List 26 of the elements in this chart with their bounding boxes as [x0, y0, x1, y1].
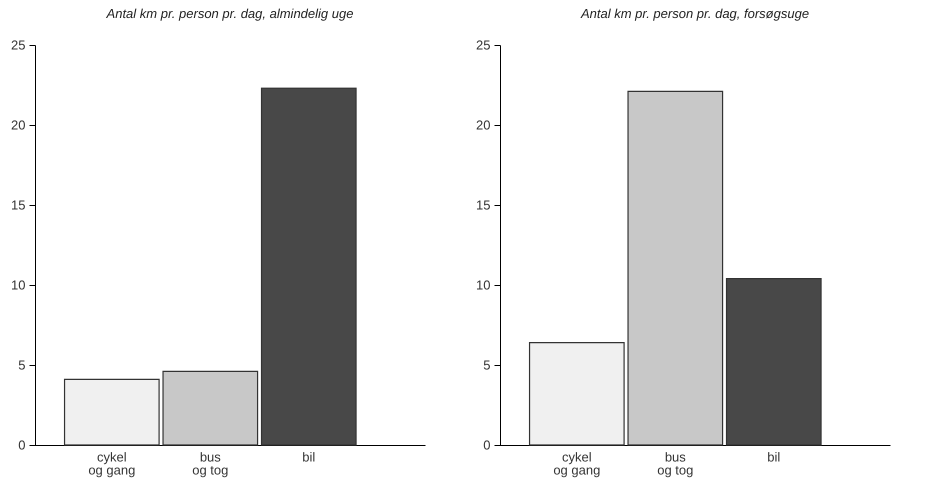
y-tick-label: 20 — [476, 118, 490, 132]
x-tick-label: bil — [302, 450, 316, 464]
y-tick-label: 5 — [483, 358, 490, 372]
y-tick-label: 10 — [11, 278, 26, 292]
chart-title: Antal km pr. person pr. dag, forsøgsuge — [580, 6, 810, 21]
bar — [162, 370, 258, 446]
y-tick-label: 15 — [11, 198, 26, 212]
x-tick-label: bil — [767, 450, 780, 464]
x-tick-label: cykel og gang — [553, 450, 600, 478]
y-tick-label: 15 — [476, 198, 490, 212]
x-tick-label: cykel og gang — [88, 450, 136, 478]
x-tick-label: bus og tog — [657, 450, 694, 478]
x-tick-label: bus og tog — [192, 450, 228, 478]
chart-title: Antal km pr. person pr. dag, almindelig uge — [106, 6, 354, 21]
bar — [726, 278, 822, 446]
y-tick-label: 25 — [476, 38, 490, 52]
y-tick-label: 5 — [18, 358, 26, 372]
bar — [528, 342, 625, 446]
bar — [64, 378, 160, 446]
y-tick-label: 0 — [18, 438, 26, 452]
bar — [627, 90, 724, 446]
y-tick-label: 0 — [483, 438, 490, 452]
y-tick-label: 20 — [11, 118, 26, 132]
bar — [260, 88, 357, 446]
y-tick-label: 10 — [476, 278, 490, 292]
y-tick-label: 25 — [11, 38, 26, 52]
